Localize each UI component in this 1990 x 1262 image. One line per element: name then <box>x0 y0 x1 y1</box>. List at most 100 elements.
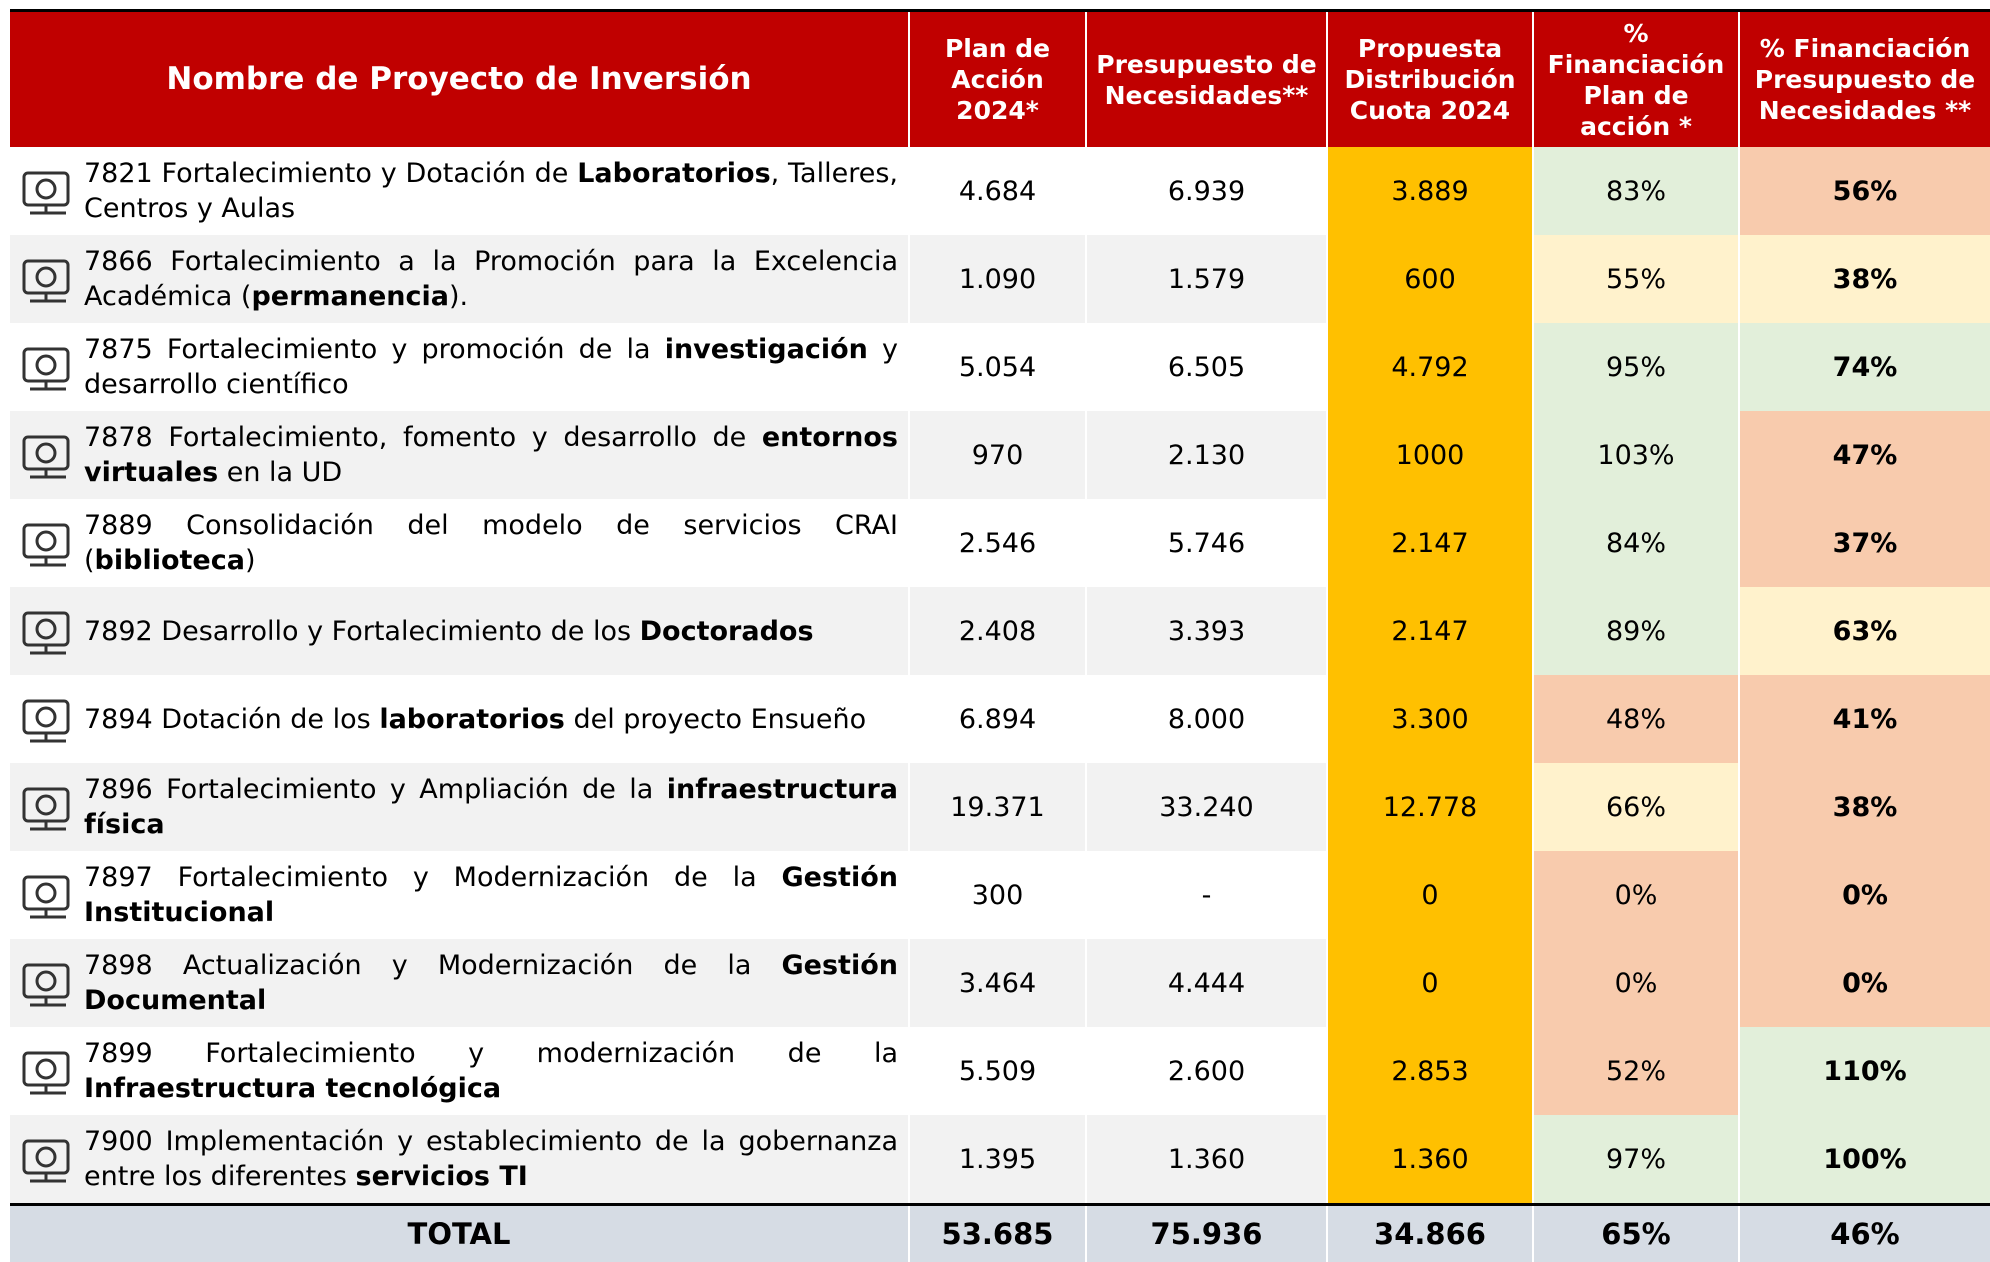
name-segment: laboratorios <box>379 704 565 735</box>
table-row: 7889 Consolidación del modelo de servici… <box>10 499 1990 587</box>
value-cell: 97% <box>1533 1115 1739 1205</box>
project-icon <box>16 335 80 399</box>
value-cell: 5.509 <box>909 1027 1086 1115</box>
value-cell: 6.894 <box>909 675 1086 763</box>
value-cell: 55% <box>1533 235 1739 323</box>
column-header: Plan de Acción 2024* <box>909 11 1086 148</box>
project-name: 7898 Actualización y Modernización de la… <box>84 948 898 1018</box>
name-segment: investigación <box>665 334 868 365</box>
project-name: 7899 Fortalecimiento y modernización de … <box>84 1036 898 1106</box>
value-cell: 1.360 <box>1086 1115 1327 1205</box>
project-name: 7900 Implementación y establecimiento de… <box>84 1124 898 1194</box>
name-segment: 7875 Fortalecimiento y promoción de la <box>84 334 665 365</box>
project-name-cell: 7897 Fortalecimiento y Modernización de … <box>10 851 909 939</box>
project-icon <box>16 247 80 311</box>
value-cell: 89% <box>1533 587 1739 675</box>
value-cell: 103% <box>1533 411 1739 499</box>
project-icon <box>16 511 80 575</box>
value-cell: 4.444 <box>1086 939 1327 1027</box>
project-name-cell: 7899 Fortalecimiento y modernización de … <box>10 1027 909 1115</box>
value-cell: 84% <box>1533 499 1739 587</box>
column-header: Propuesta Distribución Cuota 2024 <box>1327 11 1533 148</box>
project-icon <box>16 1039 80 1103</box>
name-segment: 7866 Fortalecimiento a la Promoción para… <box>84 246 898 312</box>
value-cell: 0% <box>1533 939 1739 1027</box>
project-name-cell: 7900 Implementación y establecimiento de… <box>10 1115 909 1205</box>
column-header: % Financiación Plan de acción * <box>1533 11 1739 148</box>
project-name: 7821 Fortalecimiento y Dotación de Labor… <box>84 156 898 226</box>
name-segment: biblioteca <box>95 545 245 576</box>
name-segment: Laboratorios <box>577 158 770 189</box>
value-cell: 2.600 <box>1086 1027 1327 1115</box>
project-name-cell: 7866 Fortalecimiento a la Promoción para… <box>10 235 909 323</box>
value-cell: 3.393 <box>1086 587 1327 675</box>
name-segment: 7821 Fortalecimiento y Dotación de <box>84 158 577 189</box>
value-cell: 48% <box>1533 675 1739 763</box>
table-row: 7900 Implementación y establecimiento de… <box>10 1115 1990 1205</box>
value-cell: 5.054 <box>909 323 1086 411</box>
table-row: 7897 Fortalecimiento y Modernización de … <box>10 851 1990 939</box>
name-segment: 7899 Fortalecimiento y modernización de … <box>84 1038 898 1069</box>
column-header: % Financiación Presupuesto de Necesidade… <box>1739 11 1990 148</box>
table-row: 7899 Fortalecimiento y modernización de … <box>10 1027 1990 1115</box>
value-cell: 1.395 <box>909 1115 1086 1205</box>
project-icon <box>16 159 80 223</box>
name-segment: ) <box>245 545 256 576</box>
total-cell: 53.685 <box>909 1205 1086 1262</box>
value-cell: 0% <box>1739 939 1990 1027</box>
value-cell: 52% <box>1533 1027 1739 1115</box>
value-cell: 970 <box>909 411 1086 499</box>
name-segment: del proyecto Ensueño <box>565 704 866 735</box>
value-cell: 38% <box>1739 763 1990 851</box>
value-cell: 95% <box>1533 323 1739 411</box>
project-name-cell: 7898 Actualización y Modernización de la… <box>10 939 909 1027</box>
value-cell: 83% <box>1533 147 1739 235</box>
project-name: 7878 Fortalecimiento, fomento y desarrol… <box>84 420 898 490</box>
value-cell: 1000 <box>1327 411 1533 499</box>
column-header: Nombre de Proyecto de Inversión <box>10 11 909 148</box>
name-segment: Infraestructura tecnológica <box>84 1073 501 1104</box>
total-cell: 46% <box>1739 1205 1990 1262</box>
name-segment: 7894 Dotación de los <box>84 704 379 735</box>
project-name-cell: 7878 Fortalecimiento, fomento y desarrol… <box>10 411 909 499</box>
value-cell: 0% <box>1739 851 1990 939</box>
value-cell: 74% <box>1739 323 1990 411</box>
value-cell: 47% <box>1739 411 1990 499</box>
project-name-cell: 7889 Consolidación del modelo de servici… <box>10 499 909 587</box>
project-icon <box>16 599 80 663</box>
value-cell: 63% <box>1739 587 1990 675</box>
value-cell: 0 <box>1327 851 1533 939</box>
value-cell: 1.579 <box>1086 235 1327 323</box>
project-icon <box>16 1127 80 1191</box>
project-name: 7894 Dotación de los laboratorios del pr… <box>84 702 898 737</box>
project-name: 7896 Fortalecimiento y Ampliación de la … <box>84 772 898 842</box>
project-icon <box>16 951 80 1015</box>
name-segment: 7878 Fortalecimiento, fomento y desarrol… <box>84 422 762 453</box>
table-row: 7878 Fortalecimiento, fomento y desarrol… <box>10 411 1990 499</box>
value-cell: 3.464 <box>909 939 1086 1027</box>
name-segment: 7896 Fortalecimiento y Ampliación de la <box>84 774 667 805</box>
table-row: 7866 Fortalecimiento a la Promoción para… <box>10 235 1990 323</box>
name-segment: Doctorados <box>640 616 814 647</box>
project-icon <box>16 423 80 487</box>
value-cell: 66% <box>1533 763 1739 851</box>
value-cell: 5.746 <box>1086 499 1327 587</box>
project-name: 7897 Fortalecimiento y Modernización de … <box>84 860 898 930</box>
project-name-cell: 7896 Fortalecimiento y Ampliación de la … <box>10 763 909 851</box>
value-cell: 3.300 <box>1327 675 1533 763</box>
table-row: 7821 Fortalecimiento y Dotación de Labor… <box>10 147 1990 235</box>
project-name: 7875 Fortalecimiento y promoción de la i… <box>84 332 898 402</box>
value-cell: 2.147 <box>1327 499 1533 587</box>
value-cell: 38% <box>1739 235 1990 323</box>
project-name-cell: 7821 Fortalecimiento y Dotación de Labor… <box>10 147 909 235</box>
total-cell: 34.866 <box>1327 1205 1533 1262</box>
value-cell: 12.778 <box>1327 763 1533 851</box>
project-icon <box>16 687 80 751</box>
table-row: 7875 Fortalecimiento y promoción de la i… <box>10 323 1990 411</box>
name-segment: ). <box>449 281 468 312</box>
column-header: Presupuesto de Necesidades** <box>1086 11 1327 148</box>
name-segment: 7897 Fortalecimiento y Modernización de … <box>84 862 782 893</box>
